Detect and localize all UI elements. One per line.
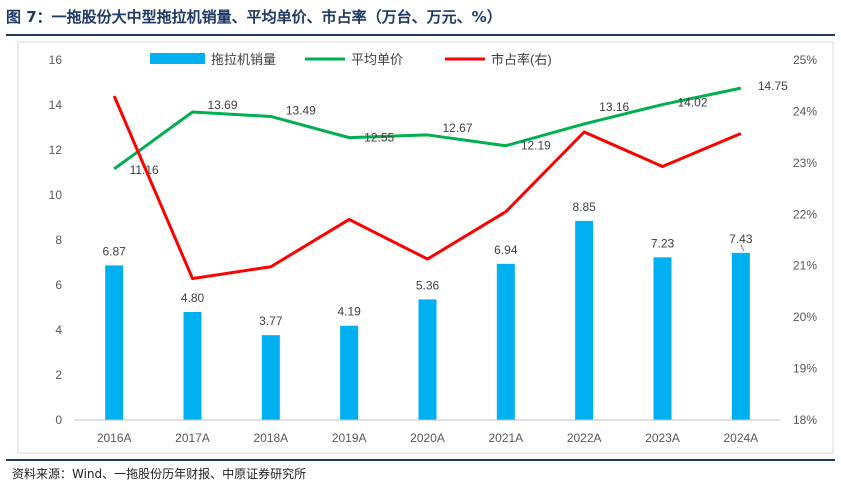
- x-tick-label: 2021A: [488, 431, 523, 445]
- y-right-tick-label: 18%: [793, 413, 817, 427]
- bar: [575, 220, 594, 420]
- bar: [496, 263, 515, 420]
- x-tick-label: 2019A: [332, 431, 367, 445]
- bar-data-label: 4.19: [337, 305, 361, 319]
- y-right-tick-label: 21%: [793, 259, 817, 273]
- data-labels: 6.87 4.80 3.77 4.19 5.36 6.94 8.85 7.23 7.43 11.1…: [102, 79, 788, 328]
- x-tick-label: 2018A: [253, 431, 288, 445]
- bar: [340, 325, 359, 420]
- bar: [731, 252, 750, 420]
- legend: 拖拉机销量 平均单价 市占率(右): [150, 52, 552, 67]
- legend-label-price: 平均单价: [351, 52, 403, 67]
- x-tick-label: 2016A: [97, 431, 132, 445]
- y-left-tick-label: 0: [55, 413, 62, 427]
- bar-data-label: 7.43: [729, 232, 753, 246]
- y-left-tick-label: 4: [55, 323, 62, 337]
- bar-data-label: 4.80: [181, 291, 205, 305]
- bar: [261, 335, 280, 420]
- y-right-tick-label: 19%: [793, 362, 817, 376]
- legend-label-share: 市占率(右): [491, 52, 552, 67]
- bar-data-label: 8.85: [572, 200, 596, 214]
- source-note: 资料来源：Wind、一拖股份历年财报、中原证券研究所: [12, 467, 307, 481]
- y-right-tick-label: 24%: [793, 104, 817, 118]
- figure-title: 图 7：一拖股份大中型拖拉机销量、平均单价、市占率（万台、万元、%）: [6, 8, 502, 26]
- right-axis: 18% 19% 20% 21% 22% 23% 24% 25%: [793, 53, 817, 427]
- price-data-label: 13.69: [207, 98, 237, 112]
- bar-data-label: 5.36: [416, 278, 440, 292]
- bar: [653, 257, 672, 420]
- price-data-label: 12.55: [364, 131, 394, 145]
- x-tick-label: 2023A: [645, 431, 680, 445]
- y-right-tick-label: 25%: [793, 53, 817, 67]
- y-left-tick-label: 12: [49, 143, 63, 157]
- y-left-tick-label: 2: [55, 368, 62, 382]
- price-data-label: 13.16: [599, 100, 629, 114]
- x-tick-label: 2024A: [723, 431, 758, 445]
- market-share-line: [112, 95, 742, 281]
- price-data-label: 14.02: [677, 96, 707, 110]
- bar-data-label: 6.87: [102, 244, 126, 258]
- left-axis: 0 2 4 6 8 10 12 14 16: [49, 53, 63, 427]
- price-data-label: 13.49: [286, 103, 316, 117]
- x-tick-label: 2022A: [567, 431, 602, 445]
- title-rule: [6, 34, 835, 36]
- bar: [418, 299, 437, 420]
- bar-data-label: 3.77: [259, 314, 283, 328]
- x-tick-label: 2020A: [410, 431, 445, 445]
- y-left-tick-label: 16: [49, 53, 63, 67]
- y-left-tick-label: 8: [55, 233, 62, 247]
- bar: [105, 265, 124, 420]
- plot-frame: [17, 41, 834, 454]
- y-right-tick-label: 20%: [793, 310, 817, 324]
- legend-label-sales: 拖拉机销量: [211, 52, 276, 67]
- bar-data-label: 7.23: [651, 236, 675, 250]
- y-left-tick-label: 6: [55, 278, 62, 292]
- y-right-tick-label: 22%: [793, 207, 817, 221]
- line-series: [112, 86, 742, 281]
- x-axis-ticks: 2016A 2017A 2018A 2019A 2020A 2021A 2022A 2023A…: [97, 431, 758, 445]
- y-right-tick-label: 23%: [793, 156, 817, 170]
- bar-data-label: 6.94: [494, 243, 518, 257]
- price-data-label: 14.75: [758, 79, 788, 93]
- bar: [183, 312, 202, 420]
- x-tick-label: 2017A: [175, 431, 210, 445]
- legend-swatch-sales: [150, 53, 205, 64]
- price-line: [113, 86, 742, 171]
- label-leader-line: [740, 244, 745, 252]
- price-data-label: 12.67: [442, 121, 472, 135]
- price-data-label: 11.16: [130, 163, 159, 177]
- source-rule: [6, 459, 835, 461]
- y-left-tick-label: 10: [49, 188, 63, 202]
- price-data-label: 12.19: [521, 139, 551, 153]
- bar-series-sales: [105, 220, 750, 420]
- y-left-tick-label: 14: [49, 98, 63, 112]
